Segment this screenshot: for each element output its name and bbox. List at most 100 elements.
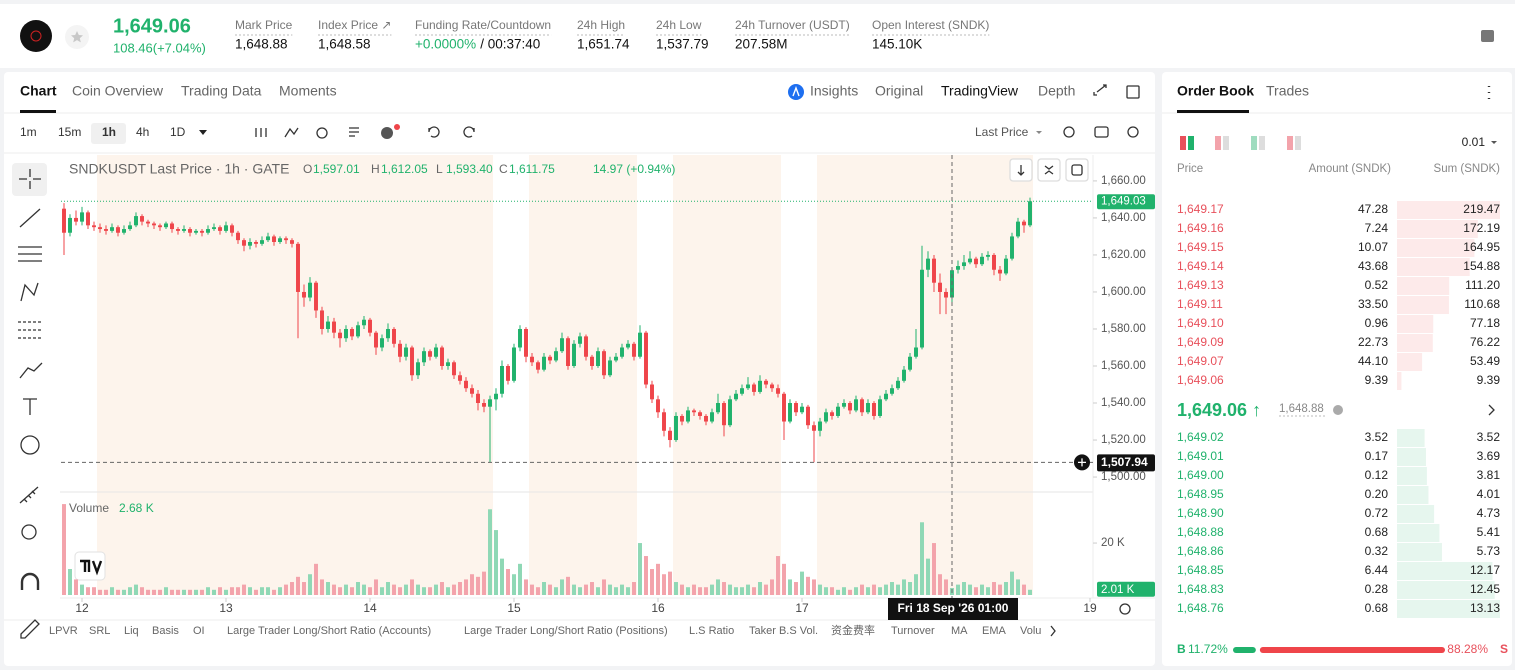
book-price[interactable]: 1,649.17 — [1177, 202, 1224, 216]
settings-icon[interactable] — [1127, 126, 1139, 138]
indicator-tab[interactable]: Large Trader Long/Short Ratio (Accounts) — [227, 625, 431, 637]
chart-tab[interactable]: Chart — [20, 83, 57, 99]
chart-tab[interactable]: Moments — [279, 83, 337, 99]
window-icon[interactable] — [1126, 85, 1140, 99]
indicator-tab[interactable]: MA — [951, 625, 968, 637]
view-tab[interactable]: Depth — [1038, 83, 1075, 99]
book-price[interactable]: 1,649.00 — [1177, 468, 1224, 482]
book-view[interactable] — [1215, 136, 1221, 150]
book-price[interactable]: 1,649.10 — [1177, 316, 1224, 330]
indicator-icon[interactable] — [284, 127, 299, 138]
book-view[interactable] — [1287, 136, 1293, 150]
add-icon[interactable] — [381, 127, 393, 139]
zoom-tool[interactable] — [21, 524, 37, 540]
indicator-tab[interactable]: Volu — [1020, 625, 1041, 637]
indicator-tab[interactable]: LPVR — [49, 625, 78, 637]
crosshair-tool[interactable] — [19, 169, 41, 189]
book-tab[interactable]: Trades — [1266, 83, 1309, 99]
view-tab[interactable]: TradingView — [941, 83, 1019, 99]
interval[interactable]: 4h — [136, 125, 149, 139]
swap-button[interactable] — [1065, 158, 1089, 182]
volume-bar — [620, 584, 624, 595]
magnet-tool[interactable] — [20, 572, 40, 590]
book-price[interactable]: 1,649.16 — [1177, 221, 1224, 235]
pattern-tool[interactable] — [20, 282, 39, 302]
template-icon[interactable] — [349, 127, 359, 137]
book-price[interactable]: 1,648.88 — [1177, 525, 1224, 539]
indicator-tab[interactable]: Taker B.S Vol. — [749, 625, 818, 637]
book-price[interactable]: 1,648.95 — [1177, 487, 1224, 501]
view-tab[interactable]: Insights — [810, 83, 858, 99]
book-view[interactable] — [1251, 136, 1257, 150]
interval[interactable]: 1m — [20, 125, 37, 139]
interval[interactable]: 1D — [170, 125, 186, 139]
book-price[interactable]: 1,649.11 — [1177, 297, 1223, 311]
book-price[interactable]: 1,649.02 — [1177, 430, 1224, 444]
indicator-tab[interactable]: EMA — [982, 625, 1007, 637]
indicator-tab[interactable]: Basis — [152, 625, 179, 637]
chart-tab[interactable]: Coin Overview — [72, 83, 164, 99]
indicator-tab[interactable]: SRL — [89, 625, 110, 637]
chevron-icon[interactable] — [1488, 404, 1495, 416]
camera-icon[interactable] — [1094, 126, 1109, 138]
indicator-tab[interactable]: Liq — [124, 625, 139, 637]
book-view[interactable] — [1223, 136, 1229, 150]
book-price[interactable]: 1,649.09 — [1177, 335, 1224, 349]
measure-tool[interactable] — [19, 486, 39, 504]
expand-icon[interactable] — [1093, 84, 1107, 96]
view-tab[interactable]: Original — [875, 83, 923, 99]
chart-tab[interactable]: Trading Data — [181, 83, 262, 99]
redo-icon[interactable] — [463, 126, 475, 138]
undo-icon[interactable] — [428, 126, 440, 138]
book-view[interactable] — [1295, 136, 1301, 150]
hline-tool[interactable] — [18, 246, 42, 262]
dropdown-arrow[interactable] — [199, 130, 207, 135]
book-price[interactable]: 1,648.85 — [1177, 563, 1224, 577]
indicator-tab[interactable]: Turnover — [891, 625, 935, 637]
emoji-tool[interactable] — [20, 435, 40, 455]
collapse-button[interactable] — [1037, 158, 1061, 182]
book-view[interactable] — [1180, 136, 1186, 150]
book-price[interactable]: 1,649.14 — [1177, 259, 1224, 273]
search-icon[interactable] — [1063, 126, 1075, 138]
book-view[interactable] — [1259, 136, 1265, 150]
layout-icon[interactable] — [1481, 30, 1494, 42]
price-source[interactable]: Last Price — [975, 125, 1029, 139]
trendline-tool[interactable] — [19, 208, 41, 228]
indicator-scroll[interactable] — [1050, 625, 1056, 637]
fib-tool[interactable] — [18, 321, 42, 339]
book-price[interactable]: 1,649.15 — [1177, 240, 1224, 254]
replay-icon[interactable] — [316, 127, 328, 139]
x-tick-label: 13 — [219, 601, 233, 615]
interval[interactable]: 15m — [58, 125, 81, 139]
candle-body — [836, 406, 840, 416]
book-price[interactable]: 1,648.76 — [1177, 601, 1224, 615]
buy-ratio-label: 11.72% — [1188, 642, 1228, 656]
book-price[interactable]: 1,648.86 — [1177, 544, 1224, 558]
text-tool[interactable] — [23, 398, 37, 415]
book-price[interactable]: 1,649.06 — [1177, 373, 1224, 387]
book-tab[interactable]: Order Book — [1177, 83, 1254, 99]
book-amount: 0.28 — [1365, 582, 1389, 596]
indicator-tab[interactable]: Large Trader Long/Short Ratio (Positions… — [464, 625, 668, 637]
book-view[interactable] — [1188, 136, 1194, 150]
axis-settings-icon[interactable] — [1119, 603, 1131, 615]
indicator-tab[interactable]: L.S Ratio — [689, 625, 734, 637]
dropdown-arrow[interactable] — [1036, 131, 1042, 134]
book-price[interactable]: 1,649.07 — [1177, 354, 1224, 368]
volume-bar — [206, 587, 210, 595]
book-price[interactable]: 1,648.90 — [1177, 506, 1224, 520]
brush-tool[interactable] — [19, 362, 43, 379]
pen-tool[interactable] — [20, 619, 40, 639]
candle-type-icon[interactable] — [255, 128, 267, 137]
interval[interactable]: 1h — [102, 125, 116, 139]
indicator-tab[interactable]: OI — [193, 625, 205, 637]
book-price[interactable]: 1,648.83 — [1177, 582, 1224, 596]
book-price[interactable]: 1,649.01 — [1177, 449, 1224, 463]
dropdown-arrow[interactable] — [1491, 141, 1497, 144]
volume-bar — [440, 582, 444, 595]
indicator-tab[interactable]: 资金费率 — [831, 623, 875, 637]
book-amount: 0.32 — [1365, 544, 1389, 558]
precision[interactable]: 0.01 — [1462, 135, 1486, 149]
book-price[interactable]: 1,649.13 — [1177, 278, 1224, 292]
